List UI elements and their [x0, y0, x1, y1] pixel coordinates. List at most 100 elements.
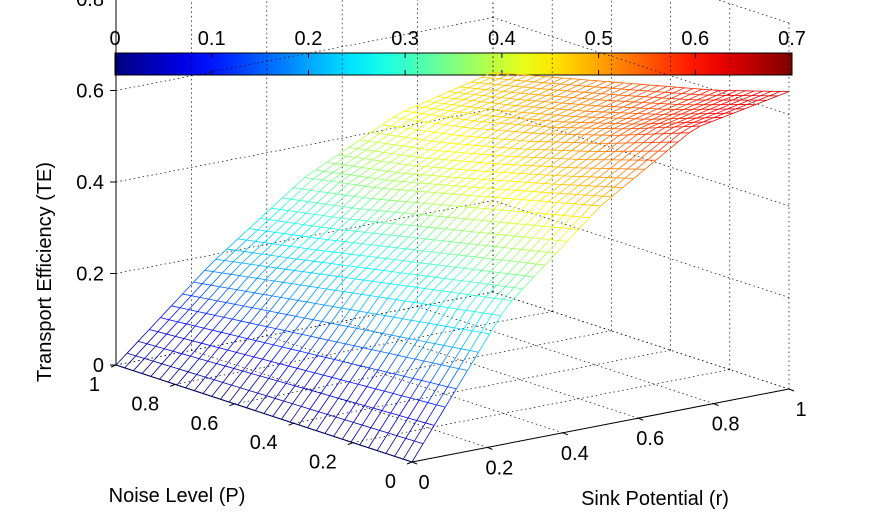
surface-mesh-line	[354, 345, 364, 349]
surface-mesh-line	[644, 159, 657, 170]
surface-mesh-line	[281, 332, 294, 348]
surface-mesh-line	[467, 206, 477, 209]
surface-mesh-line	[166, 321, 179, 335]
surface-mesh-line	[536, 75, 546, 77]
colorbar-tick-label: 0.3	[391, 28, 419, 50]
surface-mesh-line	[521, 140, 531, 142]
surface-mesh-line	[168, 319, 178, 323]
surface-mesh-line	[307, 427, 317, 431]
surface-mesh-line	[681, 109, 693, 115]
surface-mesh-line	[244, 340, 257, 355]
surface-mesh-line	[259, 254, 271, 266]
surface-mesh-line	[488, 232, 498, 235]
surface-mesh-line	[530, 107, 543, 114]
surface-mesh-line	[222, 382, 232, 386]
surface-mesh-line	[208, 286, 221, 300]
surface-mesh-line	[575, 91, 585, 93]
surface-mesh-line	[525, 149, 537, 158]
surface-mesh-line	[521, 237, 533, 250]
surface-mesh-line	[510, 260, 519, 263]
surface-mesh-line	[232, 305, 244, 320]
surface-mesh-line	[146, 331, 159, 345]
surface-mesh-line	[653, 96, 663, 99]
surface-mesh-line	[508, 211, 521, 224]
surface-mesh-line	[366, 142, 378, 151]
surface-mesh-line	[150, 363, 163, 377]
surface-mesh-line	[473, 115, 486, 122]
surface-mesh-line	[423, 131, 435, 141]
surface-mesh-line	[509, 173, 521, 182]
surface-mesh-line	[503, 131, 516, 140]
surface-mesh-line	[270, 346, 283, 362]
surface-mesh-line	[329, 395, 339, 399]
back-wall-gridline	[115, 291, 494, 366]
surface-mesh-line	[480, 179, 493, 189]
surface-mesh-line	[565, 110, 578, 117]
surface-mesh-line	[601, 128, 614, 136]
surface-mesh-line	[247, 265, 260, 278]
surface-mesh-line	[473, 120, 483, 123]
surface-mesh-line	[231, 370, 243, 386]
surface-mesh-line	[378, 296, 388, 299]
surface-mesh-line	[367, 177, 377, 180]
surface-mesh-line	[333, 435, 343, 440]
surface-mesh-line	[368, 245, 380, 257]
surface-mesh-line	[640, 102, 652, 109]
surface-mesh-line	[525, 80, 535, 83]
surface-mesh-line	[471, 127, 481, 130]
surface-mesh-line	[496, 273, 509, 286]
surface-mesh-line	[567, 185, 580, 195]
colorbar-tick-label: 0.1	[198, 28, 226, 50]
surface-mesh-line	[494, 171, 504, 173]
surface-mesh-line	[553, 101, 562, 104]
surface-mesh-line	[434, 124, 446, 133]
surface-mesh-line	[157, 331, 167, 335]
surface-mesh-line	[667, 118, 680, 124]
surface-mesh-line	[187, 371, 197, 375]
surface-mesh-line	[525, 75, 537, 82]
surface-mesh-line	[436, 386, 448, 406]
surface-mesh-line	[642, 96, 654, 103]
surface-mesh-line	[596, 177, 608, 187]
surface-mesh-line	[292, 388, 304, 404]
surface-mesh-line	[459, 161, 471, 170]
surface-mesh-line	[272, 400, 285, 417]
surface-mesh-line	[571, 204, 584, 217]
surface-mesh-line	[283, 233, 293, 236]
surface-mesh-line	[224, 352, 237, 367]
surface-mesh-line	[551, 215, 564, 228]
surface-mesh-line	[404, 287, 417, 302]
side-wall-gridline	[492, 200, 790, 298]
surface-mesh-line	[313, 178, 322, 181]
surface-mesh-line	[244, 354, 254, 358]
surface-mesh-line	[371, 333, 384, 350]
surface-mesh-line	[536, 252, 548, 265]
surface-mesh-line	[317, 274, 330, 288]
surface-mesh-line	[690, 88, 703, 95]
surface-mesh-line	[320, 273, 330, 276]
surface-mesh-line	[290, 348, 300, 352]
surface-mesh-line	[457, 243, 470, 256]
surface-mesh-line	[423, 102, 436, 108]
surface-mesh-line	[550, 184, 562, 194]
surface-mesh-line	[449, 194, 462, 206]
surface-mesh-line	[377, 134, 389, 143]
surface-mesh-line	[655, 109, 667, 115]
surface-mesh-line	[430, 109, 442, 116]
surface-mesh-line	[511, 164, 524, 174]
surface-mesh-line	[312, 215, 324, 227]
surface-mesh-line	[445, 117, 457, 126]
surface-mesh-line	[241, 262, 251, 265]
y-tick-label: 0.8	[131, 393, 159, 415]
surface-mesh-line	[460, 186, 473, 196]
surface-mesh-line	[428, 183, 438, 185]
surface-mesh-line	[254, 292, 264, 295]
surface-mesh-line	[230, 262, 243, 275]
surface-mesh-line	[599, 134, 612, 144]
surface-mesh-line	[551, 150, 563, 159]
surface-mesh-line	[454, 310, 467, 329]
surface-mesh-line	[423, 192, 436, 204]
surface-mesh-line	[613, 123, 625, 130]
surface-mesh-line	[314, 372, 324, 376]
surface-mesh-line	[326, 288, 336, 291]
